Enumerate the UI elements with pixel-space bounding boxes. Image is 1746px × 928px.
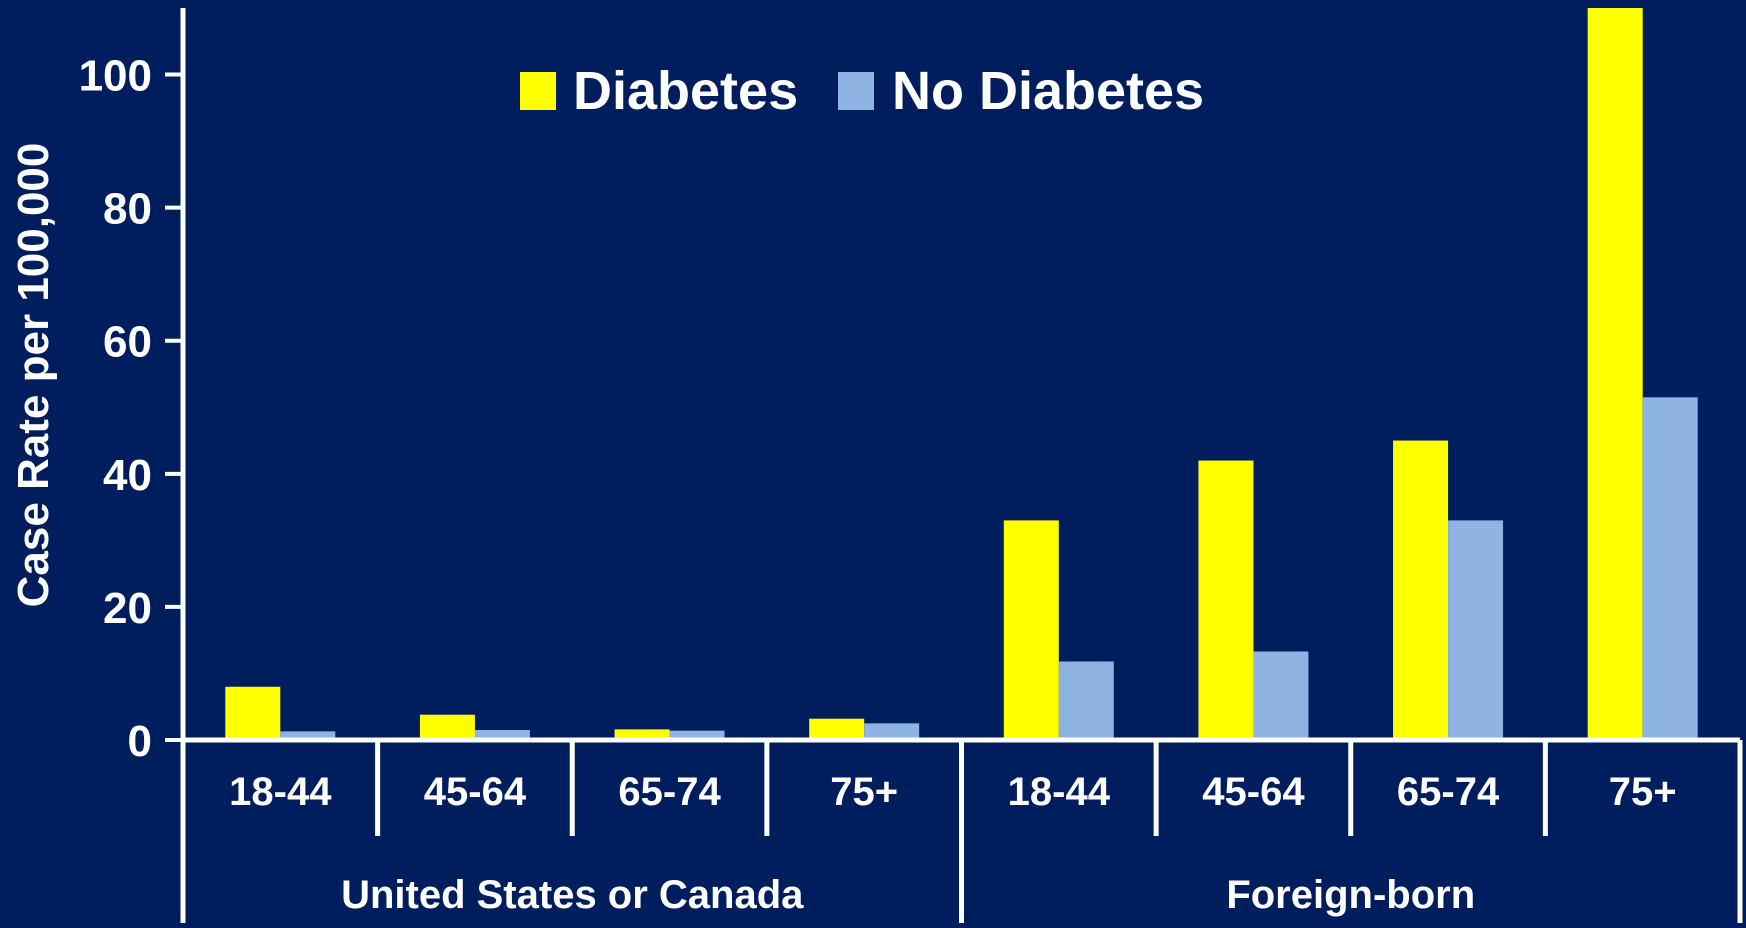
bar-diabetes [1393, 440, 1449, 740]
legend: Diabetes No Diabetes [520, 61, 1204, 121]
bar-no-diabetes [669, 730, 725, 740]
x-tick-label: 65-74 [618, 770, 721, 814]
bar-diabetes [225, 686, 281, 740]
x-tick-label: 45-64 [1202, 770, 1305, 814]
x-tick-label: 65-74 [1397, 770, 1500, 814]
legend-swatch [520, 72, 556, 110]
legend-swatch [838, 72, 874, 110]
bar-no-diabetes [474, 730, 530, 740]
x-tick-label: 45-64 [424, 770, 527, 814]
bar-no-diabetes [1642, 397, 1698, 740]
y-tick-label: 0 [128, 717, 152, 766]
bars-layer [225, 8, 1698, 740]
labels-layer: 0 20 40 60 80 100 18-44 45-64 65-74 75+ 18-44 45-64… [9, 52, 1677, 917]
group-label: Foreign-born [1226, 873, 1475, 917]
bar-no-diabetes [864, 723, 920, 740]
y-tick-label: 60 [103, 318, 152, 367]
bar-no-diabetes [1448, 520, 1504, 740]
x-tick-label: 75+ [1609, 770, 1677, 814]
legend-label: Diabetes [573, 61, 798, 121]
y-axis-title: Case Rate per 100,000 [9, 143, 58, 608]
bar-diabetes [1587, 8, 1643, 740]
group-label: United States or Canada [341, 873, 804, 917]
y-tick-label: 80 [103, 185, 152, 234]
bar-no-diabetes [1253, 651, 1309, 740]
bar-no-diabetes [280, 731, 336, 740]
x-tick-label: 18-44 [1008, 770, 1111, 814]
bar-diabetes [614, 729, 670, 740]
axes-layer [165, 8, 1743, 923]
bar-no-diabetes [1058, 661, 1114, 740]
x-tick-label: 75+ [830, 770, 898, 814]
y-tick-label: 40 [103, 451, 152, 500]
bar-diabetes [1198, 460, 1254, 740]
y-tick-label: 100 [79, 52, 152, 101]
x-tick-label: 18-44 [229, 770, 332, 814]
bar-diabetes [419, 714, 475, 740]
bar-diabetes [809, 718, 865, 740]
y-tick-label: 20 [103, 584, 152, 633]
bar-diabetes [1003, 520, 1059, 740]
legend-label: No Diabetes [892, 61, 1204, 121]
